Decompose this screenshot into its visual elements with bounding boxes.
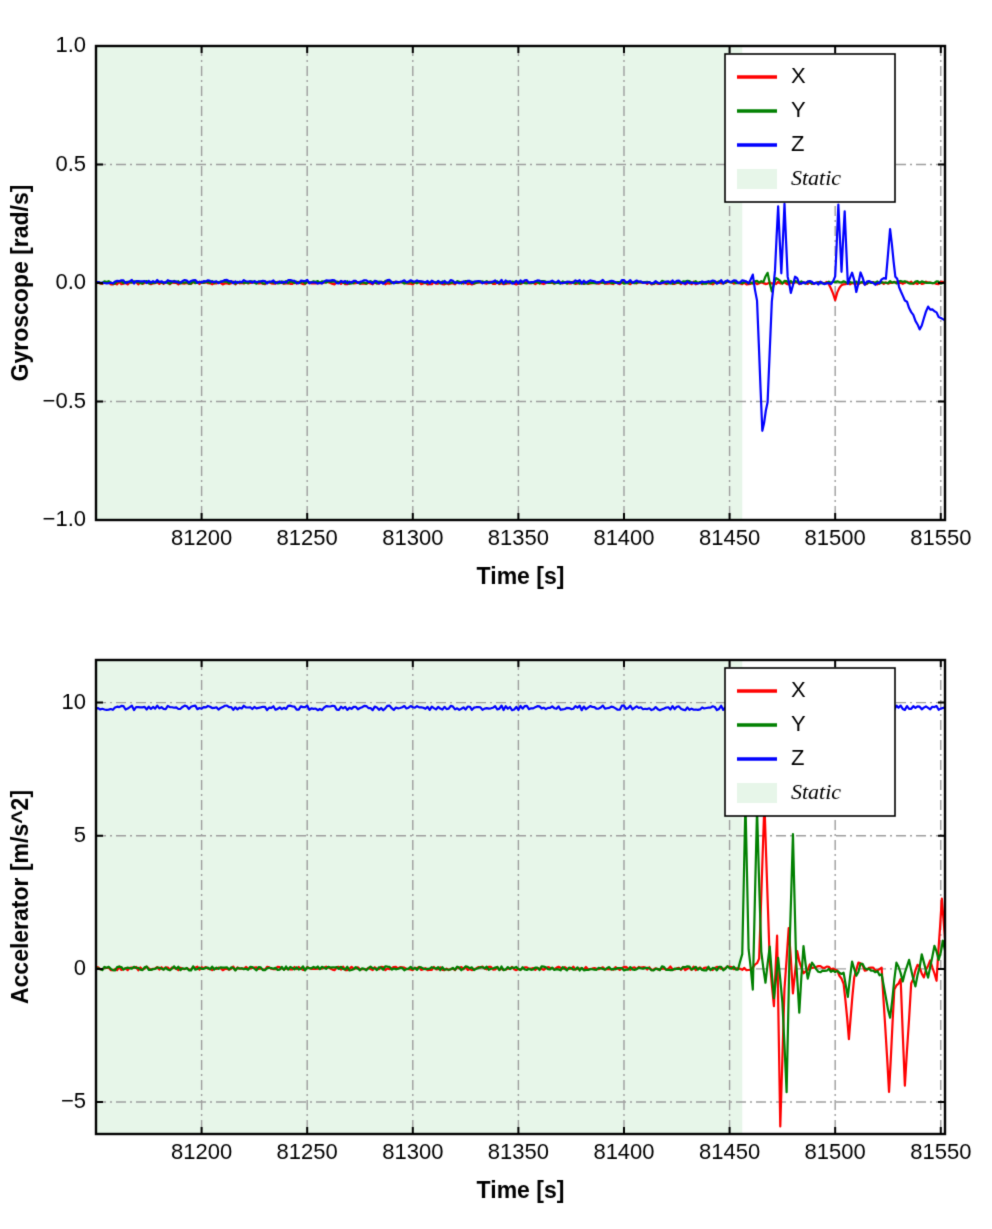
accelerator-chart-canvas	[0, 614, 992, 1228]
accelerator-chart: Accelerator [m/s^2] Time [s]	[0, 614, 992, 1228]
gyroscope-chart-canvas	[0, 0, 992, 614]
gyroscope-chart: Gyroscope [rad/s] Time [s]	[0, 0, 992, 614]
